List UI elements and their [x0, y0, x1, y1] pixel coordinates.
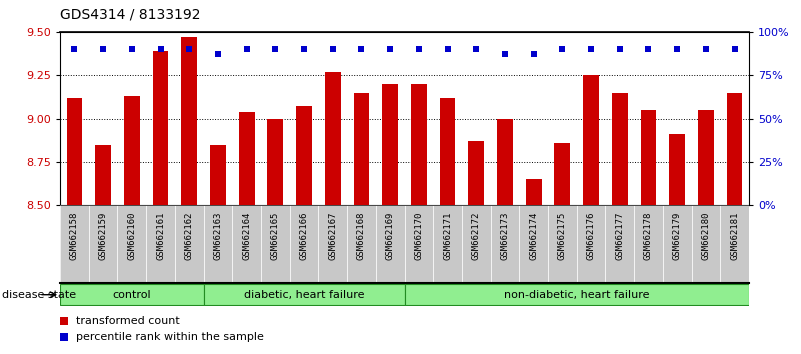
- Text: GSM662164: GSM662164: [242, 212, 252, 260]
- Text: GSM662163: GSM662163: [213, 212, 223, 260]
- Text: GSM662165: GSM662165: [271, 212, 280, 260]
- Text: GSM662159: GSM662159: [99, 212, 107, 260]
- Bar: [641, 110, 656, 205]
- Bar: [261, 205, 290, 283]
- Bar: [490, 205, 519, 283]
- Text: GSM662173: GSM662173: [501, 212, 509, 260]
- Text: GSM662167: GSM662167: [328, 212, 337, 260]
- Text: GSM662161: GSM662161: [156, 212, 165, 260]
- Bar: [691, 205, 720, 283]
- Bar: [268, 119, 284, 205]
- Bar: [89, 205, 118, 283]
- Text: GSM662171: GSM662171: [443, 212, 452, 260]
- Text: GSM662177: GSM662177: [615, 212, 624, 260]
- Text: GSM662178: GSM662178: [644, 212, 653, 260]
- Bar: [405, 205, 433, 283]
- Bar: [405, 284, 749, 305]
- Text: GDS4314 / 8133192: GDS4314 / 8133192: [60, 7, 200, 21]
- Text: GSM662169: GSM662169: [385, 212, 395, 260]
- Bar: [210, 144, 226, 205]
- Bar: [353, 92, 369, 205]
- Bar: [153, 51, 168, 205]
- Bar: [411, 84, 427, 205]
- Bar: [462, 205, 490, 283]
- Text: GSM662181: GSM662181: [730, 212, 739, 260]
- Bar: [720, 205, 749, 283]
- Text: GSM662174: GSM662174: [529, 212, 538, 260]
- Bar: [497, 119, 513, 205]
- Bar: [239, 112, 255, 205]
- Text: control: control: [112, 290, 151, 300]
- Bar: [382, 84, 398, 205]
- Text: GSM662179: GSM662179: [673, 212, 682, 260]
- Bar: [318, 205, 347, 283]
- Bar: [232, 205, 261, 283]
- Text: transformed count: transformed count: [75, 316, 179, 326]
- Bar: [66, 98, 83, 205]
- Text: GSM662180: GSM662180: [702, 212, 710, 260]
- Bar: [612, 92, 628, 205]
- Bar: [469, 141, 484, 205]
- Bar: [124, 96, 139, 205]
- Bar: [347, 205, 376, 283]
- Bar: [325, 72, 340, 205]
- Bar: [663, 205, 691, 283]
- Text: GSM662175: GSM662175: [557, 212, 567, 260]
- Text: GSM662176: GSM662176: [586, 212, 596, 260]
- Bar: [698, 110, 714, 205]
- Bar: [296, 107, 312, 205]
- Bar: [181, 37, 197, 205]
- Text: GSM662162: GSM662162: [185, 212, 194, 260]
- Bar: [519, 205, 548, 283]
- Bar: [727, 92, 743, 205]
- Bar: [60, 284, 203, 305]
- Bar: [203, 284, 405, 305]
- Bar: [376, 205, 405, 283]
- Text: GSM662172: GSM662172: [472, 212, 481, 260]
- Text: GSM662158: GSM662158: [70, 212, 79, 260]
- Bar: [433, 205, 462, 283]
- Bar: [440, 98, 456, 205]
- Bar: [203, 205, 232, 283]
- Bar: [95, 144, 111, 205]
- Bar: [577, 205, 606, 283]
- Text: GSM662170: GSM662170: [414, 212, 424, 260]
- Text: GSM662160: GSM662160: [127, 212, 136, 260]
- Text: disease state: disease state: [2, 290, 77, 300]
- Text: GSM662168: GSM662168: [357, 212, 366, 260]
- Bar: [525, 179, 541, 205]
- Bar: [118, 205, 146, 283]
- Bar: [548, 205, 577, 283]
- Bar: [670, 134, 685, 205]
- Text: diabetic, heart failure: diabetic, heart failure: [244, 290, 364, 300]
- Bar: [606, 205, 634, 283]
- Text: percentile rank within the sample: percentile rank within the sample: [75, 332, 264, 342]
- Bar: [290, 205, 318, 283]
- Bar: [60, 205, 89, 283]
- Bar: [583, 75, 599, 205]
- Bar: [634, 205, 663, 283]
- Bar: [175, 205, 203, 283]
- Bar: [554, 143, 570, 205]
- Text: non-diabetic, heart failure: non-diabetic, heart failure: [504, 290, 650, 300]
- Text: GSM662166: GSM662166: [300, 212, 308, 260]
- Bar: [146, 205, 175, 283]
